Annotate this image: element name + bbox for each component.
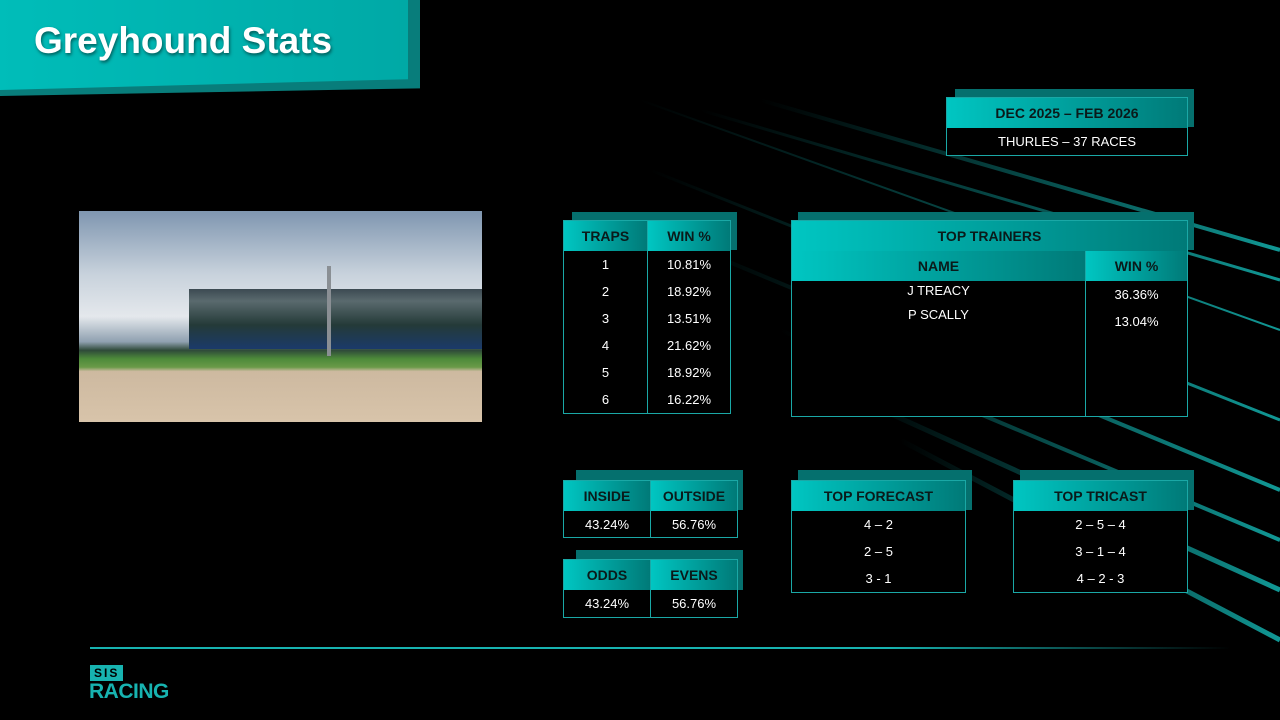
period-range: DEC 2025 – FEB 2026 [947, 98, 1187, 128]
trap-number: 4 [601, 338, 610, 353]
sis-logo-mark: SIS [90, 665, 124, 681]
odds-value: 43.24% [584, 596, 630, 611]
odds-evens-table: ODDS 43.24% EVENS 56.76% [563, 559, 738, 618]
forecast-item: 4 – 2 [864, 517, 893, 532]
win-pct-header: WIN % [648, 221, 730, 251]
tricast-title: TOP TRICAST [1014, 481, 1187, 511]
inside-header: INSIDE [564, 481, 650, 511]
trap-number: 6 [601, 392, 610, 407]
trap-win-pct: 18.92% [666, 365, 712, 380]
trainer-name: P SCALLY [908, 307, 969, 322]
trap-number: 5 [601, 365, 610, 380]
trainer-win-header: WIN % [1086, 251, 1187, 281]
period-box: DEC 2025 – FEB 2026 THURLES – 37 RACES [946, 97, 1188, 156]
forecast-item: 2 – 5 [864, 544, 893, 559]
trap-number: 3 [601, 311, 610, 326]
trap-win-pct: 21.62% [666, 338, 712, 353]
forecast-item: 3 - 1 [865, 571, 892, 586]
tricast-table: TOP TRICAST 2 – 5 – 4 3 – 1 – 4 4 – 2 - … [1013, 480, 1188, 593]
trap-win-pct: 10.81% [666, 257, 712, 272]
title-banner: Greyhound Stats [0, 0, 408, 90]
evens-value: 56.76% [671, 596, 717, 611]
inside-value: 43.24% [584, 517, 630, 532]
period-venue: THURLES – 37 RACES [998, 134, 1136, 149]
footer-divider [90, 647, 1230, 649]
outside-value: 56.76% [671, 517, 717, 532]
trap-number: 2 [601, 284, 610, 299]
tricast-item: 2 – 5 – 4 [1075, 517, 1126, 532]
trap-win-pct: 16.22% [666, 392, 712, 407]
trainers-table: TOP TRAINERS NAME J TREACY P SCALLY WIN … [791, 220, 1188, 417]
traps-table: TRAPS 1 2 3 4 5 6 WIN % 10.81% 18.92% 13… [563, 220, 731, 414]
traps-header: TRAPS [564, 221, 647, 251]
sis-logo-text: RACING [89, 680, 169, 703]
tricast-item: 4 – 2 - 3 [1076, 571, 1125, 586]
page-title: Greyhound Stats [34, 20, 333, 61]
evens-header: EVENS [651, 560, 737, 590]
trainer-win-pct: 13.04% [1114, 314, 1159, 329]
trainer-win-pct: 36.36% [1114, 287, 1159, 302]
name-header: NAME [792, 251, 1085, 281]
trainer-name: J TREACY [907, 282, 970, 298]
odds-header: ODDS [564, 560, 650, 590]
trap-win-pct: 18.92% [666, 284, 712, 299]
trap-win-pct: 13.51% [666, 311, 712, 326]
forecast-table: TOP FORECAST 4 – 2 2 – 5 3 - 1 [791, 480, 966, 593]
grandstand [189, 289, 482, 349]
trainers-title: TOP TRAINERS [792, 221, 1187, 251]
outside-header: OUTSIDE [651, 481, 737, 511]
trap-number: 1 [601, 257, 610, 272]
track-photo [79, 211, 482, 422]
forecast-title: TOP FORECAST [792, 481, 965, 511]
tricast-item: 3 – 1 – 4 [1075, 544, 1126, 559]
floodlight-pole [327, 266, 331, 356]
inside-outside-table: INSIDE 43.24% OUTSIDE 56.76% [563, 480, 738, 538]
